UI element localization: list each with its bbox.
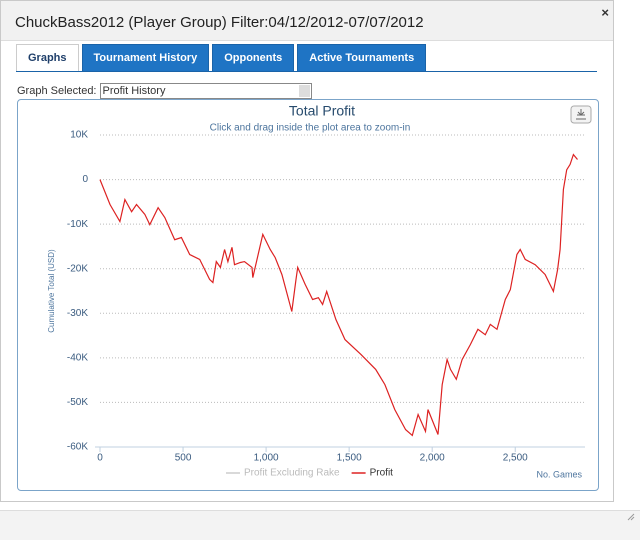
footer-bar <box>0 510 640 540</box>
tab[interactable]: Tournament History <box>81 44 210 72</box>
chart-title: Total Profit <box>289 103 355 119</box>
x-tick-label: 2,000 <box>420 453 445 464</box>
x-tick-label: 500 <box>175 453 192 464</box>
y-tick-label: -10K <box>67 219 88 230</box>
y-tick-label: -20K <box>67 263 88 274</box>
y-axis-label: Cumulative Total (USD) <box>47 249 56 333</box>
y-tick-label: -60K <box>67 442 88 453</box>
tab-line <box>16 71 597 72</box>
dialog-title: ChuckBass2012 (Player Group) Filter:04/1… <box>1 1 613 41</box>
selector-label: Graph Selected: <box>17 85 97 97</box>
x-axis-label: No. Games <box>536 469 582 479</box>
y-tick-label: -50K <box>67 397 88 408</box>
x-tick-label: 0 <box>97 453 103 464</box>
y-tick-label: 10K <box>70 130 88 141</box>
x-tick-label: 2,500 <box>503 453 528 464</box>
chart-box <box>17 99 599 491</box>
tab-bar: Graphs Tournament History Opponents Active … <box>16 44 427 72</box>
resize-grip <box>627 513 635 521</box>
x-tick-label: 1,000 <box>254 453 279 464</box>
tab[interactable]: Opponents <box>212 44 295 72</box>
close-button[interactable]: × <box>601 5 609 20</box>
tab[interactable]: Active Tournaments <box>297 44 427 72</box>
legend-label[interactable]: Profit <box>370 468 394 479</box>
profit-line <box>99 153 578 437</box>
chart-subtitle: Click and drag inside the plot area to z… <box>210 123 411 134</box>
graph-selector: Graph Selected: Profit History <box>17 83 312 99</box>
export-icon <box>576 109 586 120</box>
dialog: ChuckBass2012 (Player Group) Filter:04/1… <box>0 0 614 502</box>
y-tick-label: -40K <box>67 352 88 363</box>
selector-dropdown[interactable]: Profit History <box>99 83 312 99</box>
y-tick-label: 0 <box>82 174 88 185</box>
y-tick-label: -30K <box>67 308 88 319</box>
x-tick-label: 1,500 <box>337 453 362 464</box>
legend-label[interactable]: Profit Excluding Rake <box>244 468 340 479</box>
